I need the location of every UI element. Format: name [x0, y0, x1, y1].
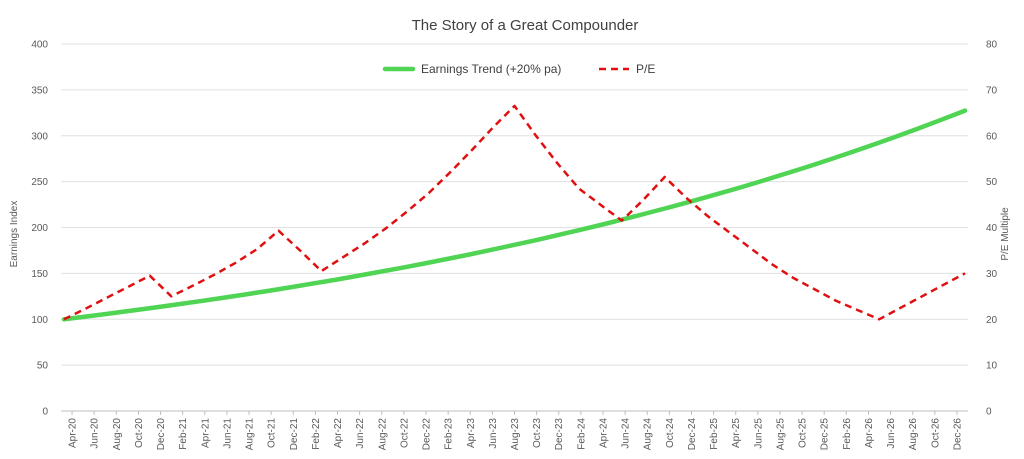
- x-tick-label: Jun-20: [90, 418, 101, 449]
- x-tick-label: Oct-21: [267, 418, 278, 448]
- x-tick-label: Aug-21: [245, 418, 256, 451]
- x-tick-label: Dec-21: [289, 418, 300, 451]
- x-tick-label: Aug-26: [908, 418, 919, 451]
- x-tick-label: Dec-23: [554, 418, 565, 451]
- x-tick-label: Feb-24: [576, 418, 587, 450]
- x-tick-label: Oct-26: [930, 418, 941, 448]
- legend-label-pe: P/E: [636, 62, 655, 76]
- y-axis-title: Earnings Index: [9, 201, 20, 268]
- y2-tick-label: 30: [986, 269, 998, 280]
- x-tick-label: Apr-20: [68, 418, 79, 448]
- y-tick-label: 400: [31, 40, 48, 51]
- y-tick-label: 50: [37, 361, 49, 372]
- x-tick-label: Oct-24: [665, 418, 676, 448]
- y2-tick-label: 40: [986, 223, 998, 234]
- x-tick-label: Jun-24: [621, 418, 632, 449]
- x-tick-label: Apr-22: [333, 418, 344, 448]
- y-tick-label: 100: [31, 315, 48, 326]
- x-tick-label: Apr-25: [731, 418, 742, 448]
- x-tick-label: Jun-23: [488, 418, 499, 449]
- y2-tick-label: 0: [986, 407, 992, 418]
- x-tick-label: Dec-22: [422, 418, 433, 451]
- x-tick-label: Jun-26: [886, 418, 897, 449]
- x-tick-label: Aug-25: [775, 418, 786, 451]
- y-tick-label: 300: [31, 131, 48, 142]
- x-tick-label: Jun-25: [753, 418, 764, 449]
- x-tick-label: Oct-22: [399, 418, 410, 448]
- x-tick-label: Dec-25: [820, 418, 831, 451]
- pe-line: [63, 104, 966, 321]
- x-tick-label: Apr-23: [466, 418, 477, 448]
- x-tick-label: Aug-23: [510, 418, 521, 451]
- earnings-line: [61, 108, 968, 322]
- x-tick-label: Jun-22: [355, 418, 366, 449]
- x-tick-label: Feb-25: [709, 418, 720, 450]
- legend-label-earnings: Earnings Trend (+20% pa): [421, 62, 561, 76]
- x-tick-label: Jun-21: [222, 418, 233, 449]
- x-tick-label: Dec-26: [952, 418, 963, 451]
- y2-tick-label: 20: [986, 315, 998, 326]
- x-tick-label: Apr-26: [864, 418, 875, 448]
- x-tick-label: Oct-25: [798, 418, 809, 448]
- y-tick-label: 150: [31, 269, 48, 280]
- x-tick-label: Oct-23: [532, 418, 543, 448]
- x-tick-label: Apr-24: [598, 418, 609, 448]
- y-tick-label: 350: [31, 85, 48, 96]
- x-tick-label: Aug-22: [377, 418, 388, 451]
- y2-axis-title: P/E Multiple: [1000, 207, 1011, 261]
- series: [61, 104, 968, 322]
- gridlines: [61, 43, 968, 412]
- x-tick-label: Apr-21: [200, 418, 211, 448]
- chart-title: The Story of a Great Compounder: [412, 17, 639, 34]
- x-tick-label: Aug-24: [643, 418, 654, 451]
- x-tick-label: Aug-20: [112, 418, 123, 451]
- y2-tick-label: 60: [986, 131, 998, 142]
- y2-tick-label: 80: [986, 40, 998, 51]
- y2-tick-label: 70: [986, 85, 998, 96]
- x-tick-label: Dec-24: [687, 418, 698, 451]
- x-tick-label: Feb-22: [311, 418, 322, 450]
- y2-tick-label: 10: [986, 361, 998, 372]
- y-tick-label: 200: [31, 223, 48, 234]
- legend: Earnings Trend (+20% pa) P/E: [382, 62, 655, 76]
- x-tick-label: Dec-20: [156, 418, 167, 451]
- x-tick-label: Feb-26: [842, 418, 853, 450]
- y-tick-label: 250: [31, 177, 48, 188]
- x-tick-label: Oct-20: [134, 418, 145, 448]
- x-tick-label: Feb-23: [444, 418, 455, 450]
- y-tick-label: 0: [42, 407, 48, 418]
- axes: 0 50 100 150 200 250 300 350 400 0 10 20 30 40 50 60 70 8…: [31, 40, 997, 451]
- y2-tick-label: 50: [986, 177, 998, 188]
- x-tick-label: Feb-21: [178, 418, 189, 450]
